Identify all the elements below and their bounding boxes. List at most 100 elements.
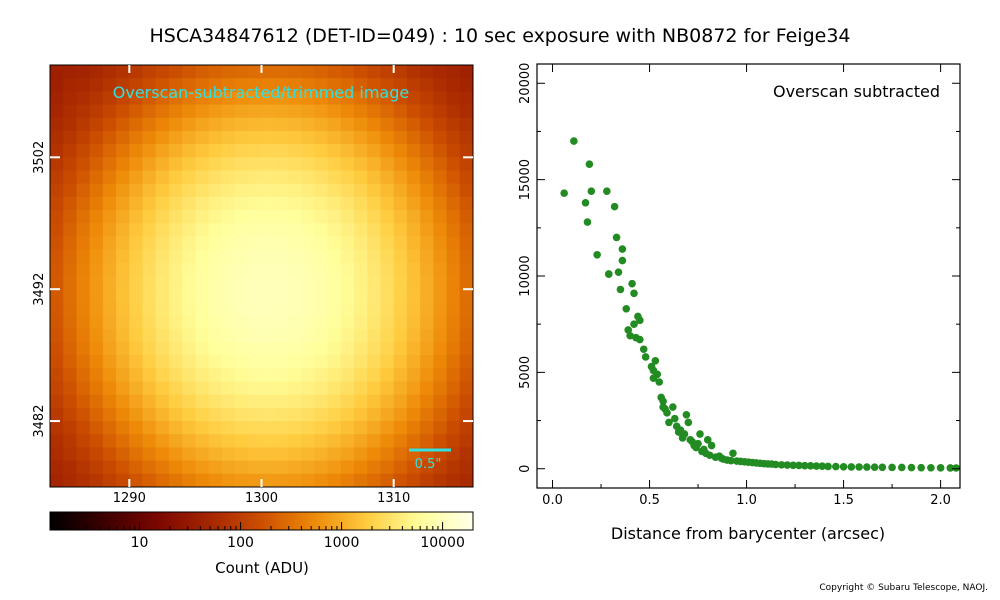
heatmap-cell: [89, 368, 104, 383]
heatmap-cell: [459, 157, 473, 172]
heatmap-cell: [168, 130, 183, 145]
heatmap-cell: [235, 434, 249, 449]
heatmap-cell: [89, 328, 104, 343]
heatmap-cell: [208, 210, 223, 224]
heatmap-cell: [116, 65, 130, 79]
heatmap-cell: [221, 381, 236, 396]
heatmap-cell: [327, 302, 342, 317]
scatter-point: [863, 463, 871, 471]
heatmap-cell: [406, 421, 421, 435]
heatmap-cell: [63, 170, 78, 185]
heatmap-cell: [261, 104, 276, 119]
heatmap-cell: [221, 473, 236, 487]
scatter-point: [897, 463, 906, 472]
heatmap-cell: [155, 249, 170, 264]
scatter-point: [630, 320, 638, 328]
heatmap-cell: [287, 78, 302, 92]
heatmap-cell: [50, 262, 64, 277]
heatmap-cell: [287, 421, 302, 435]
heatmap-cell: [380, 289, 395, 303]
heatmap-cell: [327, 447, 342, 462]
heatmap-cell: [420, 144, 434, 158]
heatmap-cell: [314, 262, 329, 277]
heatmap-cell: [420, 78, 434, 92]
heatmap-cell: [393, 289, 408, 303]
heatmap-cell: [129, 421, 144, 435]
heatmap-cell: [142, 236, 157, 251]
heatmap-cell: [327, 65, 342, 79]
heatmap-cell: [446, 170, 461, 185]
heatmap-cell: [102, 421, 117, 435]
heatmap-cell: [102, 104, 117, 119]
heatmap-cell: [76, 341, 91, 356]
heatmap-cell: [459, 421, 473, 435]
heatmap-cell: [274, 447, 289, 462]
heatmap-cell: [208, 104, 223, 119]
heatmap-cell: [446, 289, 461, 303]
scatter-point: [636, 335, 644, 344]
heatmap-cell: [129, 355, 144, 369]
heatmap-cell: [301, 473, 315, 487]
heatmap-cell: [314, 394, 329, 409]
heatmap-cell: [235, 236, 249, 251]
heatmap-cell: [168, 302, 183, 317]
heatmap-cell: [327, 117, 342, 132]
heatmap-cell: [142, 447, 157, 462]
scatter-point: [870, 463, 879, 471]
scatter-point: [832, 462, 840, 471]
scatter-point: [777, 461, 786, 469]
scatter-point: [707, 441, 716, 450]
heatmap-cell: [63, 407, 78, 422]
heatmap-cell: [129, 249, 144, 264]
heatmap-cell: [380, 368, 395, 383]
heatmap-cell: [248, 276, 263, 290]
heatmap-cell: [221, 223, 236, 238]
heatmap-cell: [420, 170, 434, 185]
heatmap-cell: [433, 421, 448, 435]
heatmap-cell: [195, 170, 210, 185]
heatmap-cell: [406, 262, 421, 277]
heatmap-cell: [327, 170, 342, 185]
heatmap-cell: [221, 394, 236, 409]
heatmap-cell: [182, 157, 197, 172]
heatmap-cell: [367, 315, 382, 330]
heatmap-cell: [63, 130, 78, 145]
heatmap-cell: [314, 341, 329, 356]
heatmap-cell: [50, 421, 64, 435]
heatmap-cell: [221, 104, 236, 119]
heatmap-cell: [327, 421, 342, 435]
heatmap-cell: [50, 130, 64, 145]
heatmap-cell: [221, 65, 236, 79]
heatmap-cell: [314, 328, 329, 343]
heatmap-cell: [102, 381, 117, 396]
heatmap-cell: [420, 434, 434, 449]
heatmap-cell: [235, 394, 249, 409]
heatmap-cell: [340, 249, 355, 264]
heatmap-cell: [50, 65, 64, 79]
heatmap-cell: [129, 144, 144, 158]
heatmap-cell: [406, 104, 421, 119]
heatmap-cell: [102, 223, 117, 238]
heatmap-cell: [102, 157, 117, 172]
heatmap-cell: [129, 289, 144, 303]
heatmap-cell: [129, 91, 144, 106]
heatmap-cell: [459, 104, 473, 119]
heatmap-cell: [354, 196, 368, 211]
heatmap-cell: [50, 196, 64, 211]
heatmap-cell: [142, 117, 157, 132]
heatmap-cell: [301, 460, 315, 475]
heatmap-cell: [433, 276, 448, 290]
scatter-point: [696, 430, 704, 438]
heatmap-cell: [208, 65, 223, 79]
heatmap-cell: [129, 473, 144, 487]
heatmap-cell: [235, 355, 249, 369]
heatmap-cell: [393, 315, 408, 330]
heatmap-cell: [221, 302, 236, 317]
heatmap-cell: [433, 78, 448, 92]
heatmap-cell: [446, 341, 461, 356]
heatmap-cell: [433, 91, 448, 106]
scatter-point: [684, 418, 693, 427]
heatmap-cell: [50, 473, 64, 487]
heatmap-cell: [354, 368, 368, 383]
heatmap-cell: [420, 157, 434, 172]
